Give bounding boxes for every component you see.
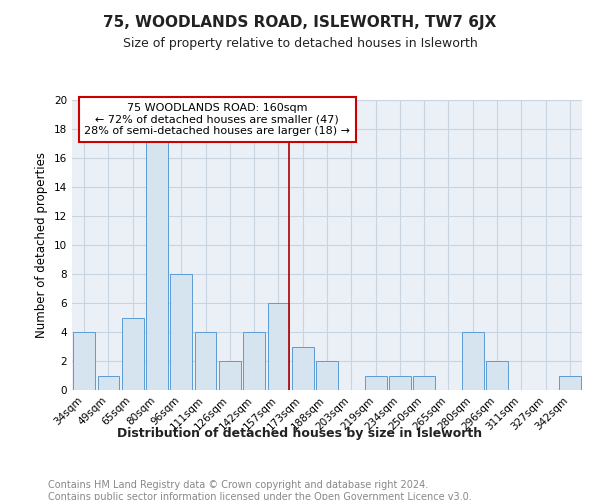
Bar [559, 376, 581, 390]
Text: Contains HM Land Registry data © Crown copyright and database right 2024.
Contai: Contains HM Land Registry data © Crown c… [48, 480, 472, 500]
Bar [316, 361, 338, 390]
Bar [146, 114, 168, 390]
Bar [268, 303, 289, 390]
Bar [122, 318, 143, 390]
Bar [243, 332, 265, 390]
Bar [486, 361, 508, 390]
Text: 75 WOODLANDS ROAD: 160sqm
← 72% of detached houses are smaller (47)
28% of semi-: 75 WOODLANDS ROAD: 160sqm ← 72% of detac… [85, 103, 350, 136]
Text: 75, WOODLANDS ROAD, ISLEWORTH, TW7 6JX: 75, WOODLANDS ROAD, ISLEWORTH, TW7 6JX [103, 15, 497, 30]
Bar [194, 332, 217, 390]
Bar [413, 376, 435, 390]
Bar [389, 376, 411, 390]
Bar [292, 346, 314, 390]
Text: Distribution of detached houses by size in Isleworth: Distribution of detached houses by size … [118, 428, 482, 440]
Bar [97, 376, 119, 390]
Bar [170, 274, 192, 390]
Y-axis label: Number of detached properties: Number of detached properties [35, 152, 49, 338]
Bar [219, 361, 241, 390]
Text: Size of property relative to detached houses in Isleworth: Size of property relative to detached ho… [122, 38, 478, 51]
Bar [73, 332, 95, 390]
Bar [365, 376, 386, 390]
Bar [462, 332, 484, 390]
